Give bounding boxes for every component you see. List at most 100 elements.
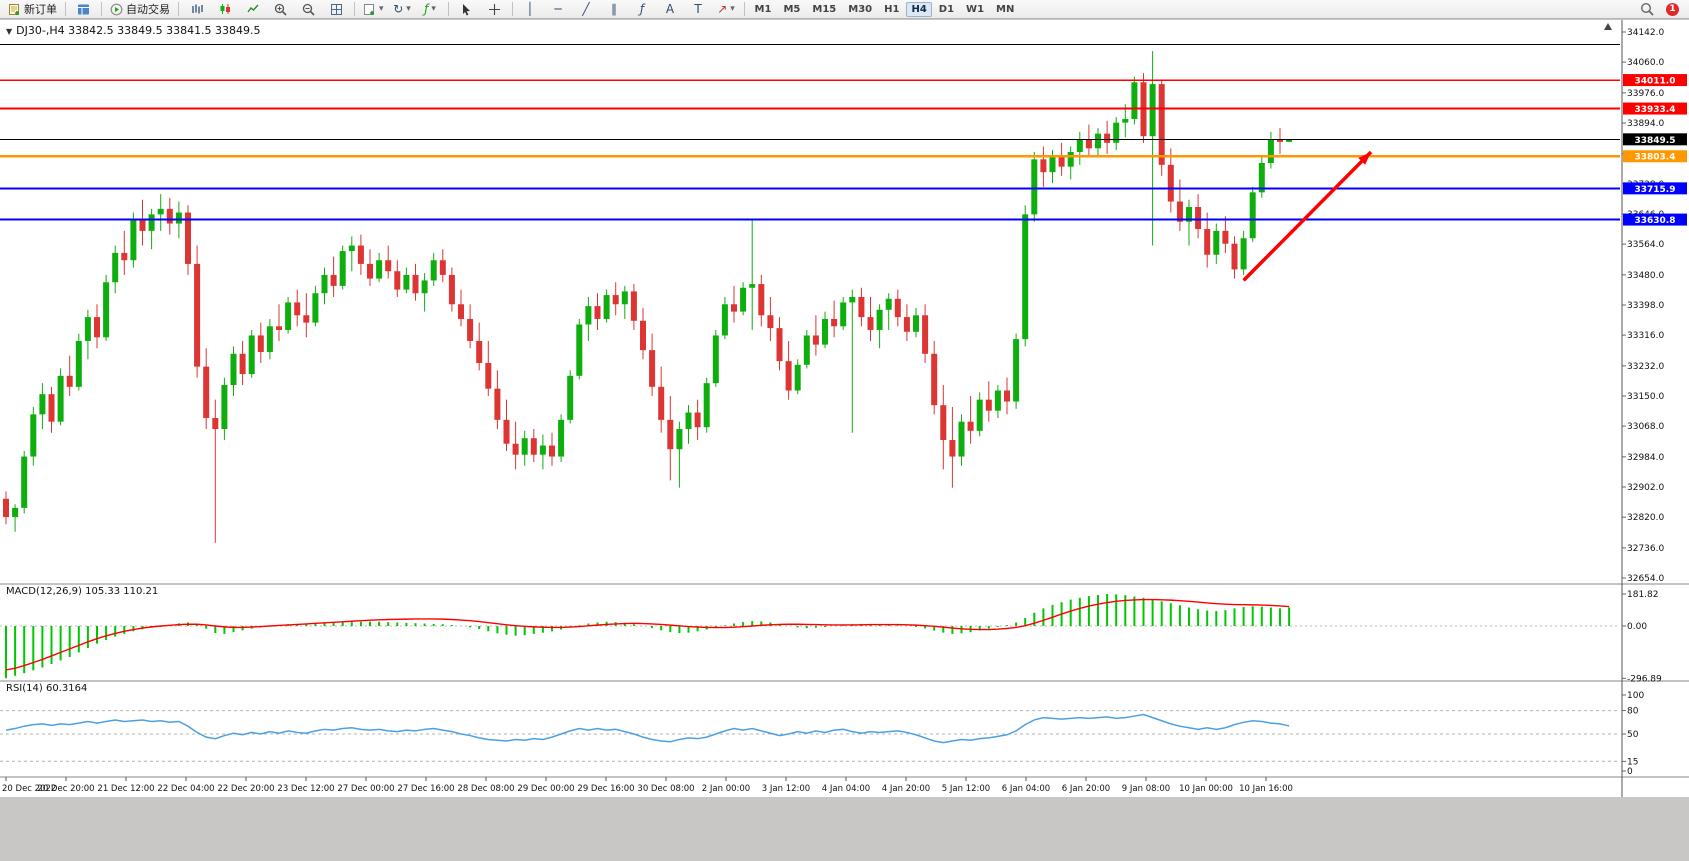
svg-text:33398.0: 33398.0 (1627, 301, 1664, 311)
collapse-toggle-icon[interactable]: ▼ (6, 27, 13, 36)
fibonacci-button[interactable]: ƒ (629, 0, 656, 19)
svg-text:20 Dec 20:00: 20 Dec 20:00 (37, 784, 94, 794)
candle-body (257, 335, 264, 352)
candle-body (594, 306, 601, 319)
dropdown-arrow-icon: ▾ (431, 4, 436, 14)
zoom-in-icon (274, 3, 287, 16)
channel-button[interactable]: ∥ (601, 0, 628, 19)
chart-canvas[interactable]: 34142.034060.033976.033894.033810.033728… (0, 20, 1689, 797)
timeframe-m5[interactable]: M5 (783, 3, 801, 15)
algo-trading-button[interactable]: 自动交易 (106, 0, 174, 19)
notification-badge[interactable]: 1 (1666, 2, 1679, 16)
trendline-button[interactable]: ╱ (573, 0, 600, 19)
candlestick-icon (220, 4, 230, 14)
price-line-badge (1623, 150, 1687, 163)
candle-body (1186, 207, 1192, 222)
svg-text:33715.9: 33715.9 (1635, 185, 1676, 195)
candle-body (357, 245, 364, 264)
refresh-button[interactable]: ↻ ▾ (389, 0, 416, 19)
svg-text:33150.0: 33150.0 (1627, 392, 1664, 402)
candle-body (1240, 238, 1247, 270)
candle-body (230, 353, 237, 385)
chart-shift-marker[interactable] (1604, 23, 1612, 30)
price-line-badge (1623, 182, 1687, 195)
svg-text:20 Dec 2022: 20 Dec 2022 (2, 784, 56, 794)
macd-signal-line (5, 598, 1290, 671)
toolbar-separator (354, 2, 355, 16)
text-tool-icon: A (665, 2, 675, 16)
candle-body (1085, 139, 1092, 149)
horizontal-line-button[interactable]: ─ (545, 0, 572, 19)
timeframe-m15[interactable]: M15 (812, 3, 837, 15)
svg-text:6 Jan 20:00: 6 Jan 20:00 (1062, 784, 1110, 794)
timeframe-m30[interactable]: M30 (848, 3, 873, 15)
candle-body (1277, 139, 1283, 142)
tile-windows-button[interactable] (323, 0, 350, 19)
candle-body (785, 361, 792, 391)
candle-body (312, 293, 319, 323)
candle-body (1076, 139, 1083, 152)
price-lines[interactable]: 34011.0 33933.4 33849.5 33803.4 33715.9 33630… (0, 43, 1687, 226)
svg-text:0: 0 (1627, 767, 1633, 777)
svg-text:4 Jan 04:00: 4 Jan 04:00 (822, 784, 870, 794)
svg-text:34060.0: 34060.0 (1627, 58, 1664, 68)
candlestick-type-button[interactable] (211, 0, 238, 19)
timeframe-h1[interactable]: H1 (884, 3, 900, 15)
chart-title: ▼ DJ30-,H4 33842.5 33849.5 33841.5 33849.… (6, 24, 261, 37)
candle-body (758, 284, 765, 316)
cursor-icon (463, 3, 471, 16)
trend-arrow[interactable] (1242, 150, 1373, 282)
new-order-icon (9, 3, 19, 15)
bar-chart-type-button[interactable] (183, 0, 210, 19)
candle-body (603, 295, 610, 319)
horizontal-line-icon: ─ (554, 2, 562, 16)
candle-body (403, 274, 410, 290)
candle-body (740, 287, 747, 312)
algo-trading-icon (110, 3, 123, 15)
svg-text:33316.0: 33316.0 (1627, 331, 1664, 341)
candle-body (994, 390, 1001, 411)
candle-body (576, 324, 583, 376)
candle-body (458, 304, 464, 319)
svg-text:27 Dec 16:00: 27 Dec 16:00 (397, 784, 454, 794)
crosshair-button[interactable] (481, 0, 508, 19)
candle-body (221, 384, 228, 430)
text-tool-button[interactable]: A (657, 0, 684, 19)
label-tool-button[interactable]: T (685, 0, 712, 19)
svg-text:10 Jan 00:00: 10 Jan 00:00 (1179, 784, 1233, 794)
candle-body (430, 260, 437, 281)
arrows-tool-button[interactable]: ↗ ▾ (713, 0, 740, 19)
timeframe-h4[interactable]: H4 (906, 1, 932, 17)
candle-body (1213, 230, 1220, 255)
svg-text:30 Dec 08:00: 30 Dec 08:00 (637, 784, 694, 794)
candle-body (558, 419, 565, 457)
timeframe-w1[interactable]: W1 (966, 3, 985, 15)
indicators-icon: ƒ (424, 2, 429, 16)
cursor-button[interactable] (453, 0, 480, 19)
indicators-button[interactable]: ƒ ▾ (417, 0, 444, 19)
candle-body (876, 309, 883, 330)
svg-text:33480.0: 33480.0 (1627, 271, 1664, 281)
candle-body (130, 219, 137, 261)
timeframe-m1[interactable]: M1 (754, 3, 772, 15)
candle-body (1113, 122, 1120, 143)
candle-body (1104, 133, 1111, 143)
candle-body (913, 315, 919, 332)
chart-window: 34142.034060.033976.033894.033810.033728… (0, 20, 1689, 797)
svg-text:23 Dec 12:00: 23 Dec 12:00 (277, 784, 334, 794)
market-watch-button[interactable] (70, 0, 97, 19)
new-chart-button[interactable]: ▾ (359, 0, 388, 19)
vertical-line-button[interactable]: │ (517, 0, 544, 19)
timeframe-mn[interactable]: MN (996, 3, 1015, 15)
new-order-button[interactable]: 新订单 (4, 0, 61, 19)
line-chart-type-button[interactable] (239, 0, 266, 19)
svg-text:33976.0: 33976.0 (1627, 89, 1664, 99)
zoom-in-button[interactable] (267, 0, 294, 19)
zoom-out-button[interactable] (295, 0, 322, 19)
channel-icon: ∥ (611, 2, 618, 16)
timeframe-d1[interactable]: D1 (938, 3, 955, 15)
search-button[interactable] (1633, 0, 1660, 19)
rsi-label: RSI(14) 60.3164 (6, 683, 88, 694)
candle-body (1149, 84, 1156, 137)
